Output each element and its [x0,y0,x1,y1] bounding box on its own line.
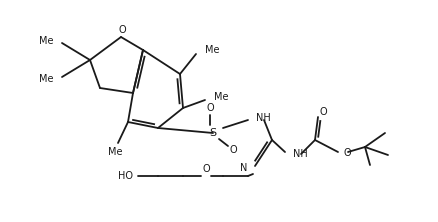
Text: O: O [343,148,351,158]
Text: HO: HO [118,171,133,181]
Text: NH: NH [293,149,308,159]
Text: Me: Me [214,92,229,102]
Text: Me: Me [39,36,53,46]
Text: Me: Me [39,74,53,84]
Text: O: O [206,103,214,113]
Text: O: O [319,107,327,117]
Text: NH: NH [256,113,271,123]
Text: Me: Me [205,45,219,55]
Text: S: S [209,128,216,138]
Text: O: O [118,25,126,35]
Text: O: O [202,164,210,174]
Text: O: O [229,145,237,155]
Text: Me: Me [108,147,122,157]
Text: N: N [240,163,247,173]
